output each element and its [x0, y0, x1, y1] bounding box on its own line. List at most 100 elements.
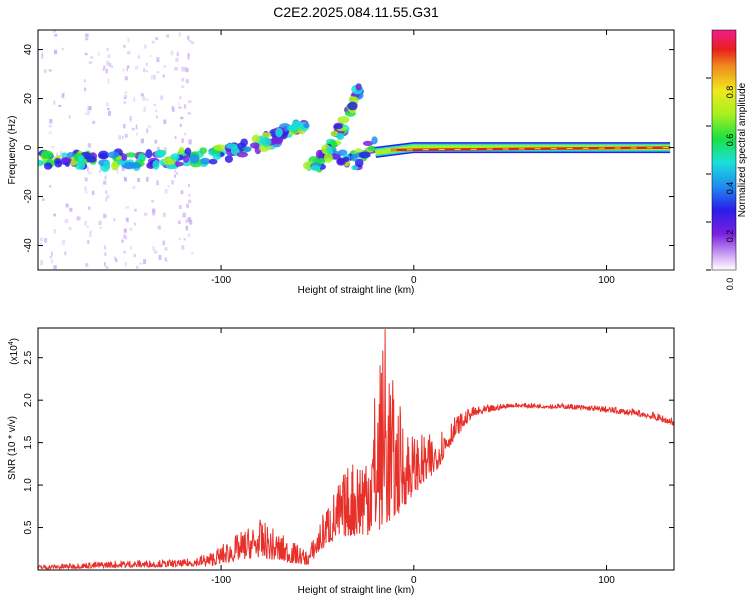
- spectrogram-noise-cell: [49, 184, 52, 188]
- spectrogram-noise-cell: [152, 246, 156, 251]
- spectrogram-cell: [351, 165, 359, 171]
- spectrogram-noise-cell: [158, 254, 162, 260]
- spectrogram-noise-cell: [147, 125, 151, 128]
- spectrogram-noise-cell: [123, 44, 126, 48]
- spectrogram-noise-cell: [123, 176, 126, 179]
- spectrogram-cell: [170, 153, 180, 161]
- spectrogram-noise-cell: [181, 138, 184, 143]
- spectrogram-cell: [60, 157, 72, 163]
- spectrogram-noise-cell: [180, 190, 184, 195]
- snr-axes: -100 0 100 0.5 1.0 1.5 2.0 2.5: [23, 328, 674, 586]
- snr-scale-label: (x104): [8, 338, 20, 365]
- spectrogram-noise-cell: [164, 257, 167, 262]
- spectrogram-noise-cell: [131, 127, 135, 131]
- spectrogram-noise-cell: [152, 208, 156, 213]
- spectrogram-noise-cell: [177, 102, 180, 106]
- spectrogram-noise-cell: [53, 265, 57, 270]
- spectrogram-cell: [145, 149, 153, 159]
- spectrogram-noise-cell: [83, 79, 86, 83]
- spectrogram-noise-cell: [102, 68, 105, 71]
- spectrogram-noise-cell: [99, 226, 102, 230]
- spectrogram-cell: [275, 127, 283, 138]
- spectrogram-noise-cell: [174, 169, 177, 173]
- spectrogram-noise-cell: [114, 256, 116, 260]
- spectrogram-noise-cell: [179, 123, 182, 128]
- spectrogram-cell: [224, 155, 233, 163]
- spectrogram-noise-cell: [123, 97, 127, 100]
- spectrogram-noise-cell: [162, 240, 166, 246]
- spectrogram-noise-cell: [185, 79, 189, 84]
- spectrogram-noise-cell: [43, 69, 47, 73]
- spectrogram-noise-cell: [182, 212, 186, 218]
- spectrogram-noise-cell: [176, 172, 179, 175]
- spectrogram-cell: [261, 132, 272, 138]
- spectrogram-noise-cell: [134, 66, 139, 70]
- spectrogram-noise-cell: [48, 131, 52, 135]
- spectrogram-noise-cell: [181, 66, 185, 72]
- spectrogram-noise-cell: [104, 176, 106, 180]
- spectrogram-noise-cell: [149, 54, 152, 57]
- spectrogram-cell: [336, 132, 345, 141]
- spectrogram-noise-cell: [84, 52, 88, 56]
- spectrogram-noise-cell: [153, 74, 156, 80]
- spectrogram-noise-cell: [122, 124, 126, 129]
- spectrogram-cell: [125, 152, 137, 158]
- spectrogram-noise-cell: [123, 177, 127, 182]
- spectrogram-noise-cell: [39, 242, 43, 247]
- spectrogram-y-tick-label: 0: [23, 144, 34, 150]
- spectrogram-cell: [41, 149, 50, 160]
- spectrogram-noise-cell: [174, 135, 177, 140]
- spectrogram-noise-cell: [159, 95, 164, 101]
- spectrogram-noise-cell: [105, 190, 108, 195]
- spectrogram-noise-cell: [183, 104, 187, 109]
- spectrogram-cell: [240, 138, 248, 147]
- spectrogram-y-tick-label: 20: [23, 93, 34, 105]
- spectrogram-noise-cell: [48, 69, 52, 72]
- snr-y-tick-label: 1.0: [23, 478, 34, 492]
- spectrogram-noise-cell: [48, 124, 53, 128]
- spectrogram-axes: -100 0 100 -40 -20 0 20 40: [23, 30, 674, 286]
- spectrogram-noise-cell: [129, 227, 133, 231]
- spectrogram-noise-cell: [40, 260, 44, 266]
- spectrogram-noise-cell: [106, 48, 109, 51]
- spectrogram-noise-cell: [53, 100, 56, 105]
- spectrogram-y-label: Frequency (Hz): [7, 116, 18, 185]
- spectrogram-noise-cell: [178, 205, 182, 209]
- spectrogram-noise-cell: [43, 238, 48, 243]
- colorbar-tick-label: 0.6: [725, 134, 735, 147]
- spectrogram-noise-cell: [87, 206, 91, 210]
- spectrogram-noise-cell: [121, 135, 124, 140]
- spectrogram-noise-cell: [150, 75, 154, 80]
- spectrogram-noise-cell: [68, 226, 72, 231]
- spectrogram-noise-cell: [188, 40, 192, 43]
- snr-y-tick-label: 1.5: [23, 435, 34, 449]
- spectrogram-noise-cell: [51, 251, 53, 257]
- spectrogram-noise-cell: [98, 220, 102, 226]
- spectrogram-noise-cell: [153, 250, 158, 254]
- snr-y-tick-label: 2.5: [23, 350, 34, 364]
- spectrogram-noise-cell: [133, 253, 136, 258]
- spectrogram-noise-cell: [187, 217, 192, 222]
- spectrogram-noise-cell: [170, 50, 174, 56]
- spectrogram-cell: [154, 149, 166, 158]
- colorbar: 0.0 0.2 0.4 0.6 0.8 Normalized spectral ampl…: [706, 29, 748, 290]
- spectrogram-noise-cell: [97, 52, 100, 56]
- spectrogram-noise-cell: [54, 49, 57, 54]
- spectrogram-cell: [250, 142, 260, 149]
- spectrogram-x-tick-label: 0: [411, 275, 417, 286]
- spectrogram-cell: [287, 124, 298, 132]
- spectrogram-noise-cell: [156, 180, 159, 186]
- spectrogram-noise-cell: [187, 233, 191, 238]
- spectrogram-noise-cell: [90, 56, 94, 59]
- spectrogram-noise-cell: [153, 103, 157, 106]
- spectrogram-noise-cell: [144, 212, 148, 216]
- snr-x-tick-label: -100: [211, 575, 231, 586]
- spectrogram-noise-cell: [155, 37, 159, 40]
- spectrogram-noise-cell: [166, 34, 170, 38]
- spectrogram-cell: [315, 149, 323, 160]
- spectrogram-noise-cell: [88, 61, 93, 65]
- spectrogram-cell: [54, 157, 62, 165]
- spectrogram-noise-cell: [84, 220, 87, 226]
- spectrogram-noise-cell: [178, 237, 181, 240]
